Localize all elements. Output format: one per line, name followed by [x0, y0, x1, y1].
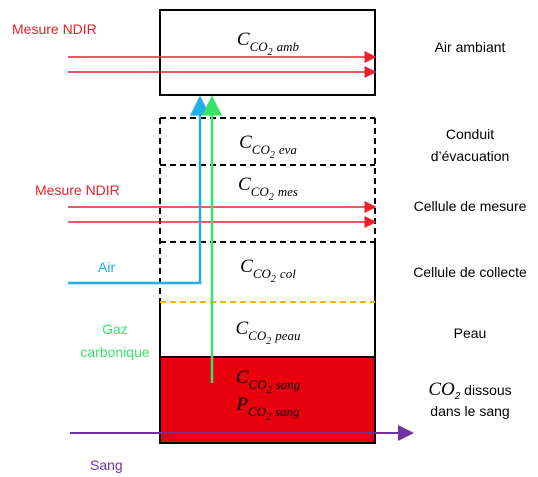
index: 2 [266, 336, 271, 347]
right-label: Cellule de collecte [413, 264, 527, 280]
ndir-label: Mesure NDIR [35, 182, 120, 198]
arrows [68, 51, 414, 441]
right-label: Conduit [446, 126, 494, 142]
index: 2 [269, 192, 274, 203]
formula: CCO2 eva [239, 132, 297, 161]
ndir-label: Mesure NDIR [12, 21, 97, 37]
index: 2 [266, 412, 271, 423]
right-label: dans le sang [430, 403, 509, 419]
right-label: Cellule de mesure [414, 198, 527, 214]
air-arrow [68, 95, 210, 285]
gas-label: carbonique [80, 344, 149, 360]
blood-box [159, 356, 376, 444]
right-label: Air ambiant [435, 39, 506, 55]
formula: CCO2 mes [238, 174, 298, 203]
qualifier: mes [278, 184, 298, 199]
gas-label: Gaz [102, 321, 128, 337]
right-labels: Air ambiant Conduit d’évacuation Cellule de… [413, 39, 527, 419]
qualifier: eva [279, 142, 298, 157]
subscript: CO [248, 328, 267, 343]
subscript: CO [251, 184, 270, 199]
symbol: C [238, 174, 251, 195]
index: 2 [267, 385, 272, 396]
qualifier: sang [275, 404, 300, 419]
symbol: C [240, 256, 253, 277]
subscript: CO [248, 404, 267, 419]
index: 2 [454, 391, 461, 402]
index: 2 [268, 47, 273, 58]
formula: CCO2 col [240, 256, 296, 285]
left-labels: Mesure NDIR Mesure NDIR Air Gaz carboniq… [12, 21, 150, 473]
boxes [159, 9, 376, 444]
subscript: CO [249, 377, 268, 392]
qualifier: amb [277, 39, 300, 54]
symbol: C [239, 132, 252, 153]
formula: CCO2 amb [237, 29, 300, 58]
text: dissous [460, 382, 511, 398]
formula: CCO2 peau [235, 318, 301, 347]
subscript: CO [252, 142, 271, 157]
qualifier: sang [276, 377, 301, 392]
index: 2 [270, 150, 275, 161]
blood-label: Sang [90, 457, 123, 473]
subscript: CO [253, 266, 272, 281]
symbol: CO [428, 379, 455, 400]
subscript: CO [250, 39, 269, 54]
symbol: C [237, 29, 250, 50]
right-label: CO2 dissous [428, 379, 511, 402]
index: 2 [271, 274, 276, 285]
symbol: P [235, 394, 248, 415]
symbol: C [236, 367, 249, 388]
right-label: Peau [454, 325, 487, 341]
air-label: Air [98, 259, 115, 275]
qualifier: col [280, 266, 296, 281]
qualifier: peau [274, 328, 301, 343]
symbol: C [235, 318, 248, 339]
formula: CCO2 sang [236, 367, 301, 396]
right-label: d’évacuation [431, 148, 510, 164]
formula: PCO2 sang [235, 394, 300, 423]
